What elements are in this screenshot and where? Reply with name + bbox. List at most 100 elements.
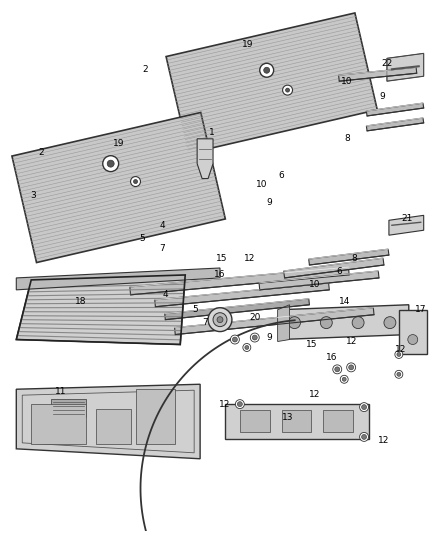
- Circle shape: [235, 400, 244, 409]
- Polygon shape: [16, 268, 220, 290]
- Circle shape: [395, 351, 403, 358]
- Text: 12: 12: [219, 400, 231, 409]
- Circle shape: [397, 373, 401, 376]
- Text: 17: 17: [415, 305, 427, 314]
- Text: 7: 7: [159, 244, 165, 253]
- Polygon shape: [366, 118, 424, 131]
- Circle shape: [342, 377, 346, 381]
- Circle shape: [233, 337, 237, 342]
- Circle shape: [131, 176, 141, 187]
- Text: 6: 6: [279, 171, 284, 180]
- Circle shape: [213, 313, 227, 327]
- Circle shape: [384, 317, 396, 329]
- Polygon shape: [175, 308, 374, 335]
- Text: 15: 15: [306, 340, 317, 349]
- Bar: [240, 410, 270, 432]
- Polygon shape: [278, 305, 290, 342]
- Polygon shape: [339, 67, 417, 81]
- Text: 12: 12: [378, 437, 390, 446]
- Circle shape: [250, 333, 259, 342]
- Polygon shape: [309, 249, 389, 265]
- Circle shape: [103, 156, 119, 172]
- Bar: [282, 410, 311, 432]
- Polygon shape: [16, 384, 200, 459]
- Text: 11: 11: [55, 387, 67, 395]
- Text: 9: 9: [267, 198, 272, 207]
- Text: 9: 9: [267, 333, 272, 342]
- Polygon shape: [284, 258, 384, 278]
- Circle shape: [360, 402, 368, 411]
- Text: 2: 2: [38, 148, 44, 157]
- Circle shape: [408, 335, 418, 344]
- Circle shape: [260, 63, 274, 77]
- Text: 16: 16: [325, 353, 337, 362]
- Text: 19: 19: [242, 40, 254, 49]
- Text: 5: 5: [192, 305, 198, 314]
- Circle shape: [243, 343, 251, 351]
- Bar: [323, 410, 353, 432]
- Circle shape: [362, 434, 367, 439]
- Circle shape: [347, 363, 356, 372]
- Text: 22: 22: [381, 59, 392, 68]
- Polygon shape: [197, 139, 213, 179]
- Text: 5: 5: [140, 233, 145, 243]
- Bar: [135, 389, 175, 444]
- Circle shape: [134, 180, 138, 183]
- Text: 6: 6: [336, 268, 342, 277]
- Text: 14: 14: [339, 297, 350, 306]
- Polygon shape: [165, 299, 309, 320]
- Text: 16: 16: [214, 270, 226, 279]
- Polygon shape: [155, 283, 329, 307]
- Circle shape: [333, 365, 342, 374]
- Polygon shape: [16, 275, 185, 344]
- Text: 4: 4: [159, 221, 165, 230]
- Circle shape: [360, 432, 368, 441]
- Text: 18: 18: [75, 297, 87, 306]
- Text: 3: 3: [30, 191, 36, 200]
- Text: 12: 12: [309, 390, 320, 399]
- Circle shape: [237, 402, 242, 407]
- Circle shape: [107, 160, 114, 167]
- Circle shape: [397, 352, 401, 357]
- Text: 12: 12: [395, 345, 406, 354]
- Text: 10: 10: [256, 180, 268, 189]
- Polygon shape: [130, 267, 349, 295]
- Circle shape: [395, 370, 403, 378]
- Text: 10: 10: [342, 77, 353, 86]
- Text: 13: 13: [282, 413, 293, 422]
- Polygon shape: [387, 53, 424, 81]
- Circle shape: [349, 365, 353, 370]
- Polygon shape: [279, 305, 409, 340]
- Circle shape: [208, 308, 232, 332]
- Text: 2: 2: [143, 64, 148, 74]
- Polygon shape: [259, 271, 379, 290]
- Circle shape: [264, 67, 270, 73]
- Circle shape: [362, 405, 367, 409]
- Circle shape: [289, 317, 300, 329]
- Text: 20: 20: [249, 313, 261, 322]
- Circle shape: [230, 335, 240, 344]
- Text: 19: 19: [113, 139, 124, 148]
- Text: 1: 1: [209, 128, 215, 138]
- Circle shape: [286, 88, 290, 92]
- Circle shape: [245, 345, 249, 350]
- Text: 10: 10: [309, 280, 320, 289]
- Polygon shape: [225, 404, 369, 439]
- Circle shape: [335, 367, 340, 372]
- Circle shape: [283, 85, 293, 95]
- Circle shape: [252, 335, 257, 340]
- Polygon shape: [12, 112, 225, 263]
- Circle shape: [352, 317, 364, 329]
- Text: 8: 8: [344, 134, 350, 143]
- Text: 15: 15: [216, 254, 228, 263]
- Text: 9: 9: [379, 92, 385, 101]
- Polygon shape: [166, 13, 377, 154]
- Text: 21: 21: [401, 214, 413, 223]
- Bar: [51, 399, 86, 417]
- Text: 8: 8: [351, 254, 357, 263]
- Polygon shape: [366, 103, 424, 116]
- Text: 12: 12: [346, 337, 357, 346]
- Polygon shape: [399, 310, 427, 354]
- Bar: [96, 409, 131, 444]
- Circle shape: [217, 317, 223, 322]
